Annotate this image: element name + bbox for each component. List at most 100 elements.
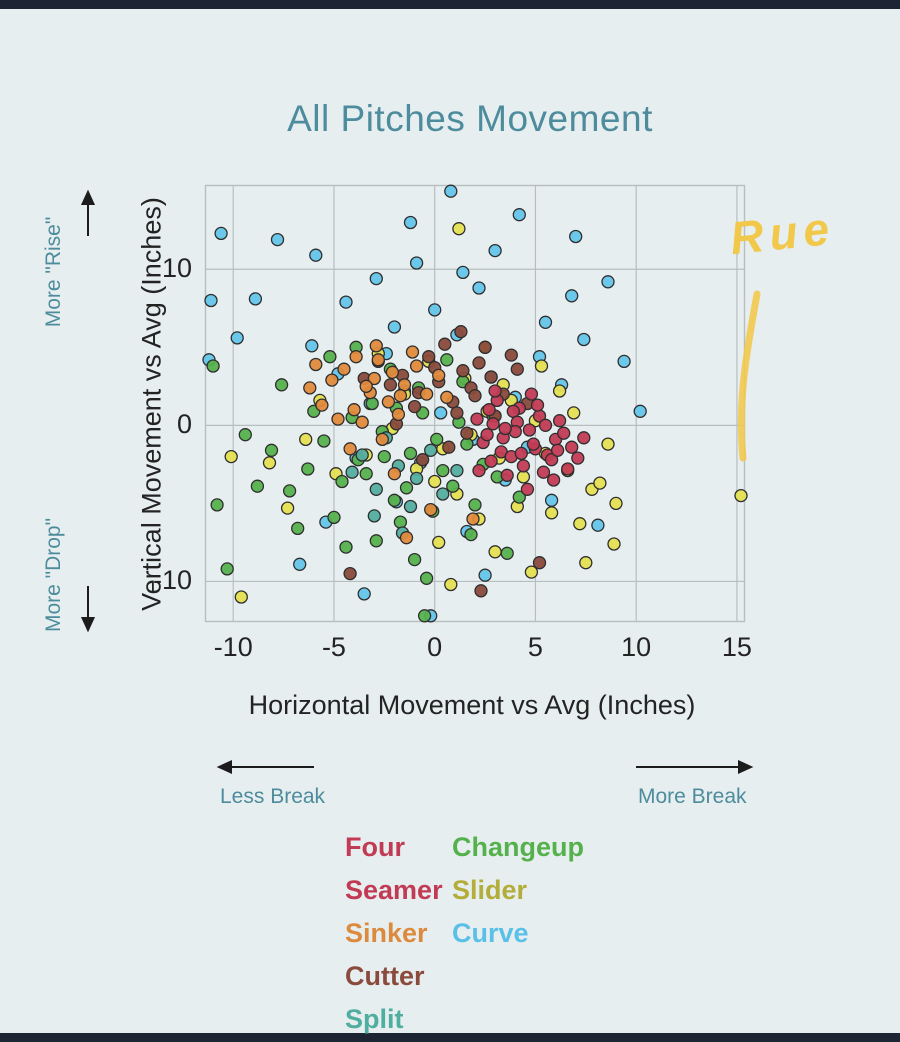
more-drop-label: More "Drop" — [42, 517, 65, 633]
point-split — [409, 471, 424, 486]
x-tick-label: 10 — [621, 632, 652, 662]
point-changeup — [403, 446, 418, 461]
point-four-seamer — [500, 468, 514, 482]
point-curve — [305, 339, 319, 353]
point-four-seamer — [538, 418, 553, 432]
point-four-seamer — [565, 440, 579, 454]
point-curve — [428, 303, 442, 317]
legend-item-slider: Slider — [452, 875, 528, 905]
point-changeup — [387, 493, 402, 507]
x-tick-label: -5 — [321, 632, 346, 662]
point-cutter — [438, 337, 452, 351]
point-four-seamer — [470, 412, 484, 426]
point-four-seamer — [484, 454, 498, 468]
point-cutter — [478, 340, 492, 354]
point-changeup — [440, 353, 454, 367]
point-curve — [248, 292, 263, 306]
point-slider — [234, 590, 248, 604]
point-cutter — [422, 350, 436, 364]
point-four-seamer — [480, 428, 494, 442]
point-sinker — [331, 412, 345, 426]
point-changeup — [500, 546, 514, 560]
point-changeup — [359, 467, 373, 481]
point-sinker — [393, 389, 408, 403]
point-changeup — [365, 396, 379, 411]
y-tick-label: 0 — [176, 409, 192, 440]
point-four-seamer — [561, 462, 575, 476]
point-sinker — [432, 368, 446, 383]
point-cutter — [450, 406, 464, 420]
point-cutter — [510, 362, 524, 376]
point-split — [355, 448, 369, 462]
point-cutter — [460, 426, 474, 440]
top-bar — [0, 0, 900, 9]
point-four-seamer — [557, 426, 571, 440]
point-four-seamer — [522, 423, 537, 437]
point-four-seamer — [488, 384, 502, 398]
point-slider — [516, 470, 531, 484]
point-slider — [609, 496, 623, 511]
handwritten-annotation: Rue — [727, 201, 838, 265]
point-curve — [409, 256, 424, 270]
point-sinker — [309, 357, 323, 372]
point-changeup — [393, 515, 408, 529]
point-slider — [544, 506, 559, 520]
point-cutter — [454, 325, 468, 339]
legend-item-seamer: Seamer — [345, 875, 443, 905]
y-tick-label: 10 — [161, 253, 192, 284]
legend-item-changeup: Changeup — [452, 832, 584, 862]
point-curve — [214, 226, 228, 241]
point-four-seamer — [506, 404, 520, 418]
point-sinker — [424, 502, 438, 517]
point-curve — [293, 557, 307, 571]
point-cutter — [407, 399, 422, 414]
point-changeup — [399, 481, 414, 495]
point-changeup — [430, 432, 444, 447]
point-four-seamer — [530, 398, 545, 412]
point-curve — [512, 208, 526, 222]
point-changeup — [238, 428, 252, 442]
point-slider — [734, 488, 748, 503]
point-split — [369, 482, 383, 496]
point-sinker — [337, 362, 351, 376]
less-break-arrow-icon — [216, 759, 314, 775]
point-four-seamer — [550, 443, 565, 457]
legend-item-sinker: Sinker — [345, 918, 428, 948]
point-changeup — [512, 490, 526, 504]
point-sinker — [387, 467, 402, 481]
rise-arrow-icon — [80, 189, 96, 236]
legend-item-curve: Curve — [452, 918, 529, 948]
point-changeup — [436, 463, 450, 478]
point-changeup — [377, 449, 391, 464]
point-sinker — [343, 442, 357, 456]
point-split — [450, 463, 464, 478]
point-sinker — [315, 398, 329, 412]
point-four-seamer — [552, 414, 567, 428]
less-break-label: Less Break — [220, 785, 326, 808]
point-changeup — [301, 462, 315, 476]
chart-title: All Pitches Movement — [287, 98, 653, 139]
point-changeup — [220, 562, 234, 576]
point-curve — [456, 265, 470, 280]
point-slider — [432, 535, 446, 550]
point-sinker — [381, 395, 396, 409]
point-changeup — [339, 540, 353, 554]
point-curve — [204, 293, 218, 308]
point-changeup — [446, 479, 460, 493]
legend-column-1: Four Seamer Sinker Cutter Split — [345, 826, 443, 1041]
point-slider — [262, 456, 277, 470]
point-slider — [524, 565, 539, 579]
point-changeup — [264, 443, 279, 457]
point-sinker — [367, 371, 381, 386]
point-four-seamer — [544, 453, 559, 467]
point-curve — [633, 404, 647, 418]
point-curve — [357, 587, 371, 601]
point-changeup — [210, 498, 224, 512]
point-curve — [309, 248, 323, 262]
point-sinker — [347, 403, 361, 417]
point-slider — [280, 501, 295, 515]
point-four-seamer — [546, 473, 561, 487]
point-split — [424, 443, 438, 457]
point-sinker — [385, 365, 400, 379]
point-changeup — [282, 484, 297, 498]
